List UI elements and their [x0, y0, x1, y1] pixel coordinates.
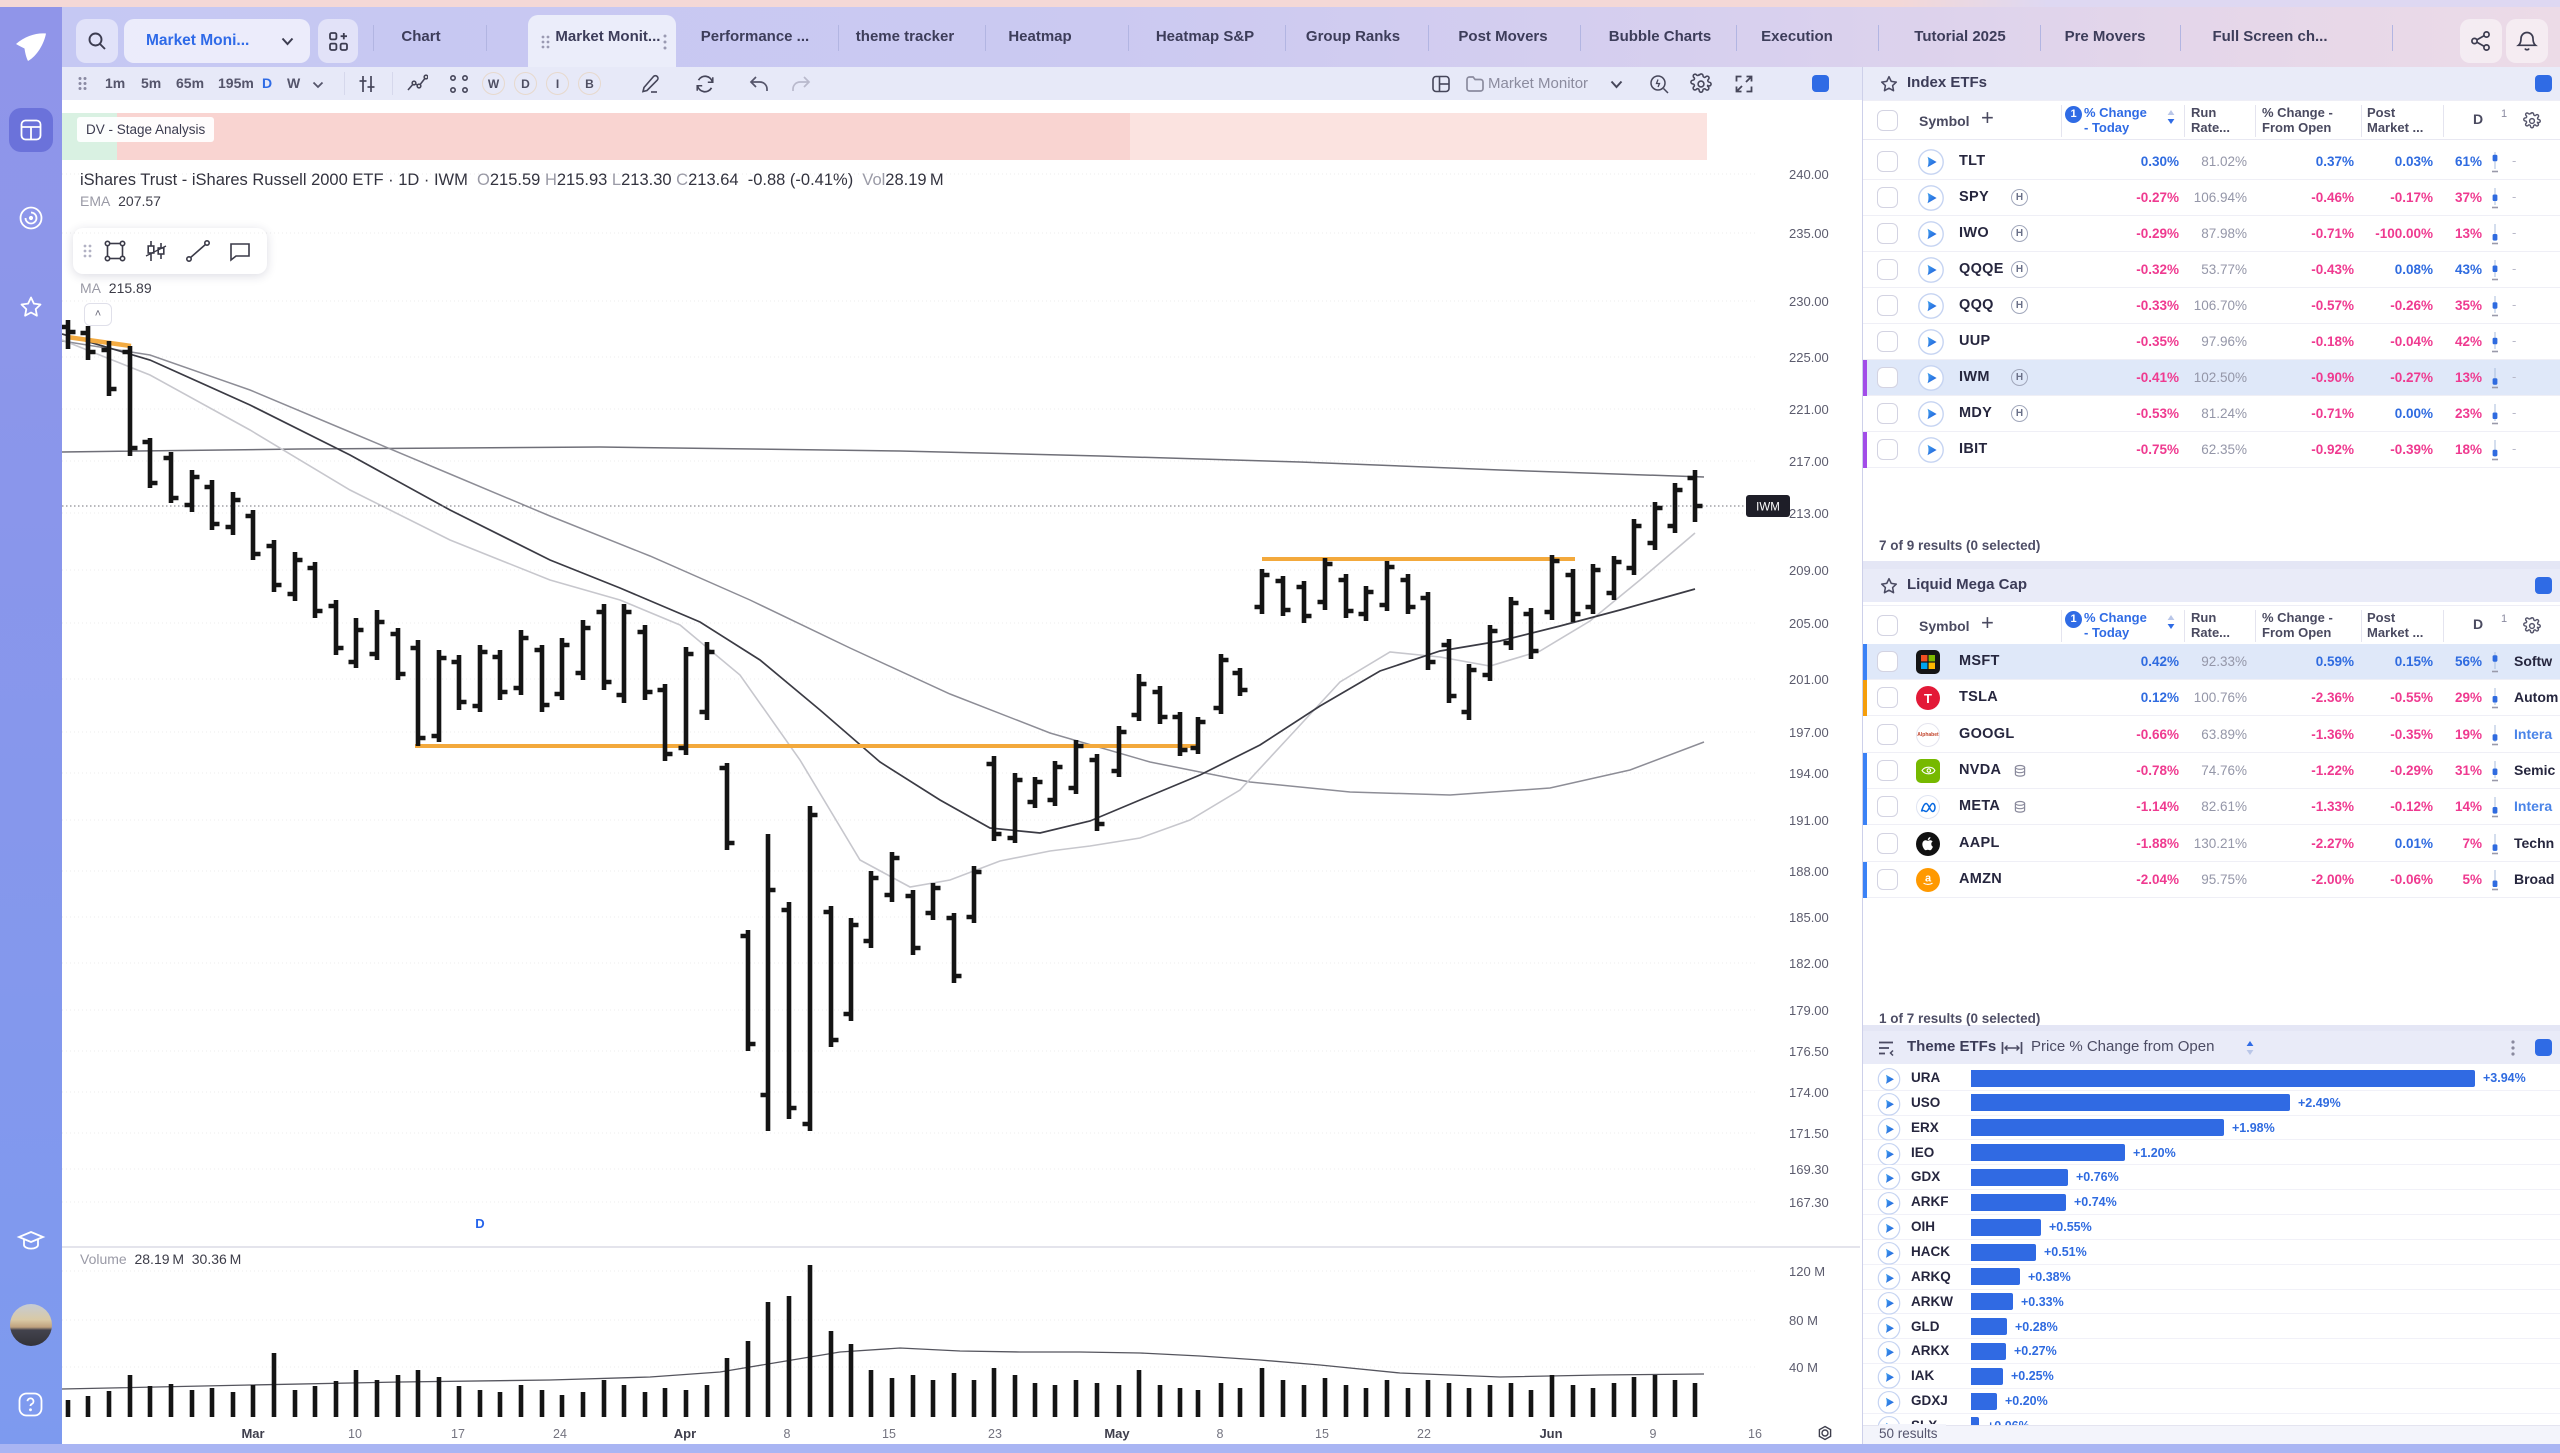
svg-text:167.30: 167.30	[1789, 1195, 1829, 1210]
svg-text:188.00: 188.00	[1789, 864, 1829, 879]
svg-text:8: 8	[784, 1427, 791, 1441]
svg-text:221.00: 221.00	[1789, 402, 1829, 417]
svg-text:201.00: 201.00	[1789, 672, 1829, 687]
svg-text:80 M: 80 M	[1789, 1313, 1818, 1328]
svg-text:8: 8	[1217, 1427, 1224, 1441]
svg-text:D: D	[475, 1216, 484, 1231]
svg-text:24: 24	[553, 1427, 567, 1441]
svg-text:17: 17	[451, 1427, 465, 1441]
svg-text:22: 22	[1417, 1427, 1431, 1441]
svg-text:194.00: 194.00	[1789, 766, 1829, 781]
svg-text:Mar: Mar	[241, 1426, 264, 1441]
svg-text:23: 23	[988, 1427, 1002, 1441]
svg-text:9: 9	[1650, 1427, 1657, 1441]
svg-text:235.00: 235.00	[1789, 226, 1829, 241]
svg-text:a: a	[1925, 872, 1932, 884]
svg-text:May: May	[1104, 1426, 1130, 1441]
svg-text:120 M: 120 M	[1789, 1264, 1825, 1279]
svg-text:225.00: 225.00	[1789, 350, 1829, 365]
svg-text:209.00: 209.00	[1789, 563, 1829, 578]
svg-text:197.00: 197.00	[1789, 725, 1829, 740]
svg-text:15: 15	[1315, 1427, 1329, 1441]
svg-text:182.00: 182.00	[1789, 956, 1829, 971]
svg-text:230.00: 230.00	[1789, 294, 1829, 309]
svg-text:176.50: 176.50	[1789, 1044, 1829, 1059]
svg-text:217.00: 217.00	[1789, 454, 1829, 469]
svg-text:169.30: 169.30	[1789, 1162, 1829, 1177]
svg-text:240.00: 240.00	[1789, 167, 1829, 182]
svg-text:171.50: 171.50	[1789, 1126, 1829, 1141]
svg-text:213.00: 213.00	[1789, 506, 1829, 521]
svg-text:10: 10	[348, 1427, 362, 1441]
svg-text:Apr: Apr	[674, 1426, 696, 1441]
svg-text:179.00: 179.00	[1789, 1003, 1829, 1018]
svg-text:IWM: IWM	[1756, 502, 1780, 514]
svg-text:Jun: Jun	[1539, 1426, 1562, 1441]
svg-text:40 M: 40 M	[1789, 1360, 1818, 1375]
svg-text:15: 15	[882, 1427, 896, 1441]
svg-text:205.00: 205.00	[1789, 616, 1829, 631]
svg-text:174.00: 174.00	[1789, 1085, 1829, 1100]
svg-text:191.00: 191.00	[1789, 813, 1829, 828]
svg-text:185.00: 185.00	[1789, 910, 1829, 925]
svg-text:16: 16	[1748, 1427, 1762, 1441]
